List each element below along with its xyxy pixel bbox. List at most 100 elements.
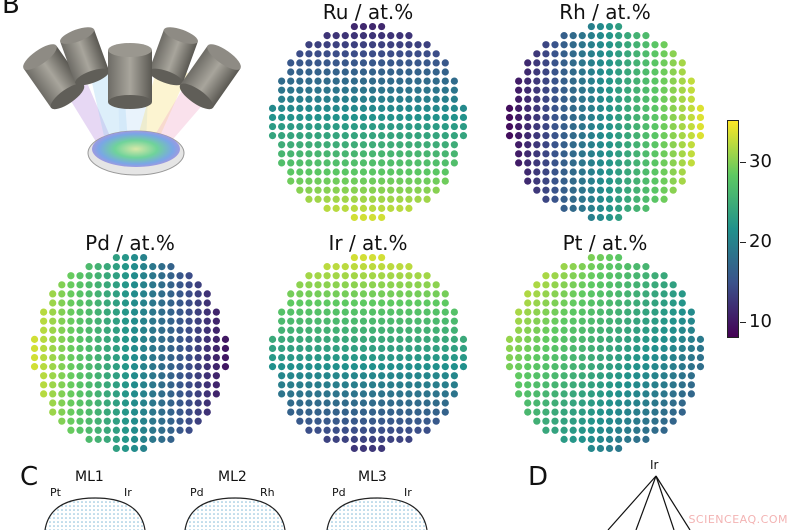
composition-dot [323,41,331,49]
composition-dot [615,281,623,289]
composition-dot [651,344,659,353]
composition-dot [605,335,614,343]
composition-dot [414,426,422,434]
composition-dot [651,281,659,289]
composition-dot [368,41,377,49]
composition-dot [387,95,395,103]
composition-dot [633,326,641,334]
composition-dot [624,41,632,49]
composition-dot [660,177,668,185]
composition-dot [615,77,623,85]
composition-dot [524,77,532,85]
composition-dot [515,308,523,316]
composition-dot [323,290,331,298]
composition-dot [542,95,550,103]
composition-dot [359,281,368,289]
composition-dot [332,272,340,280]
composition-dot [378,41,386,49]
composition-dot [459,344,468,353]
composition-dot [158,417,166,425]
composition-dot [212,326,220,334]
composition-dot [596,335,605,343]
composition-dot [615,253,623,262]
composition-dot [615,195,623,203]
composition-dot [203,299,211,307]
composition-dot [578,281,586,289]
composition-dot [569,335,577,343]
composition-dot [67,417,75,425]
composition-dot [432,168,440,176]
composition-dot [323,32,331,40]
composition-dot [605,213,614,222]
composition-dot [359,263,368,271]
composition-dot [515,150,523,158]
composition-dot [396,290,404,298]
composition-dot [560,141,568,149]
composition-dot [587,150,595,158]
composition-dot [505,353,514,362]
composition-dot [450,381,458,389]
composition-dot [587,444,595,453]
composition-dot [423,372,431,380]
composition-dot [578,59,586,67]
composition-dot [314,399,322,407]
composition-dot [450,344,458,353]
composition-dot [387,326,395,334]
composition-dot [40,353,48,362]
composition-dot [633,77,641,85]
composition-dot [76,335,84,343]
composition-dot [305,381,313,389]
composition-dot [533,317,541,325]
composition-dot [615,344,623,353]
composition-dot [642,95,650,103]
composition-dot [94,399,102,407]
composition-dot [350,122,358,131]
composition-dot [615,399,623,407]
composition-dot [669,177,677,185]
composition-dot [58,417,66,425]
composition-dot [560,290,568,298]
composition-dot [605,77,614,85]
composition-dot [305,95,313,103]
composition-dot [569,408,577,416]
composition-dot [633,308,641,316]
composition-dot [405,263,413,271]
composition-dot [368,122,377,131]
composition-dot [605,308,614,316]
composition-dot [687,372,695,380]
composition-dot [350,59,358,67]
composition-dot [368,281,377,289]
composition-dot [158,426,166,434]
composition-dot [596,372,605,380]
composition-dot [615,104,623,112]
composition-dot [578,317,586,325]
composition-dot [596,363,605,371]
composition-dot [660,408,668,416]
composition-dot [287,86,295,94]
composition-dot [332,263,340,271]
composition-dot [396,86,404,94]
composition-dot [185,281,193,289]
composition-dot [414,317,422,325]
composition-dot [49,299,57,307]
composition-dot [359,317,368,325]
composition-dot [121,363,130,371]
composition-dot [551,417,559,425]
composition-dot [560,41,568,49]
composition-dot [405,204,413,212]
composition-dot [405,372,413,380]
composition-dot [350,444,358,453]
composition-dot [368,253,377,262]
composition-dot [167,390,175,398]
composition-dot [578,272,586,280]
composition-dot [596,299,605,307]
composition-dot [112,426,120,434]
composition-dot [578,50,586,58]
composition-dot [140,253,148,262]
composition-dot [305,390,313,398]
composition-dot [103,308,111,316]
composition-dot [441,363,449,371]
composition-dot [121,444,130,453]
composition-dot [578,353,586,362]
composition-dot [533,77,541,85]
